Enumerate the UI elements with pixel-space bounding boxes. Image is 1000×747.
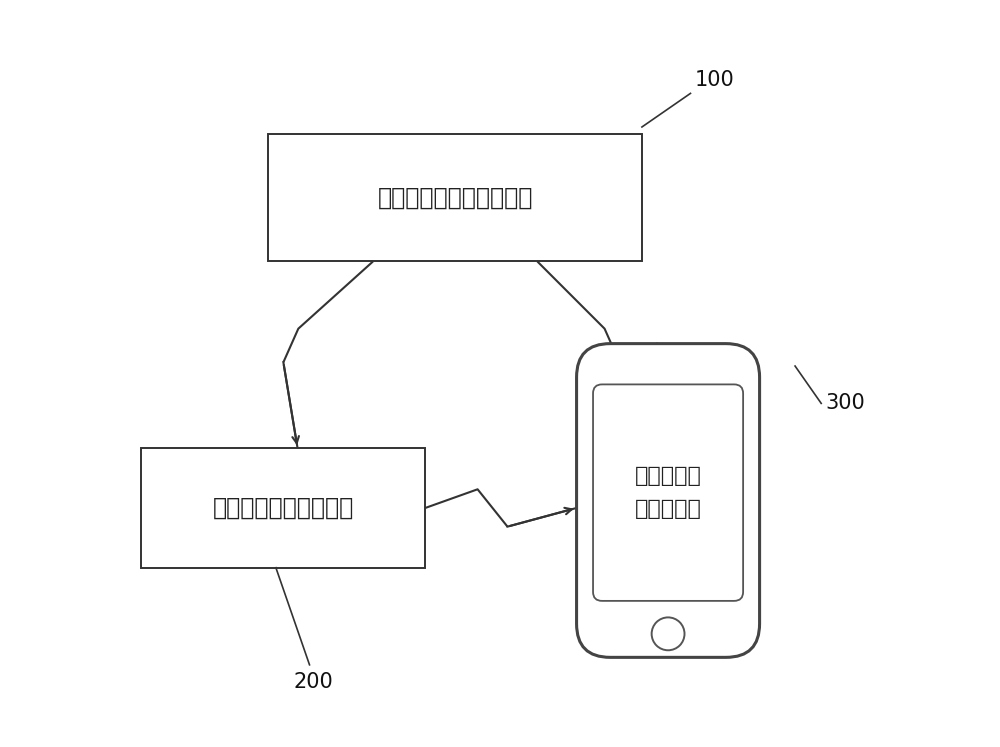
Text: 200: 200	[293, 672, 333, 692]
Bar	[141, 448, 425, 568]
Text: 300: 300	[825, 394, 865, 413]
Text: 医共体医院级检测系统: 医共体医院级检测系统	[213, 496, 354, 520]
Circle shape	[652, 617, 685, 650]
Text: 医共体自动采集检测系统: 医共体自动采集检测系统	[377, 186, 533, 210]
Text: 100: 100	[694, 69, 734, 90]
FancyBboxPatch shape	[577, 344, 760, 657]
Bar	[268, 134, 642, 261]
FancyBboxPatch shape	[593, 385, 743, 601]
Text: 医共体患者
级检测系统: 医共体患者 级检测系统	[635, 466, 702, 519]
